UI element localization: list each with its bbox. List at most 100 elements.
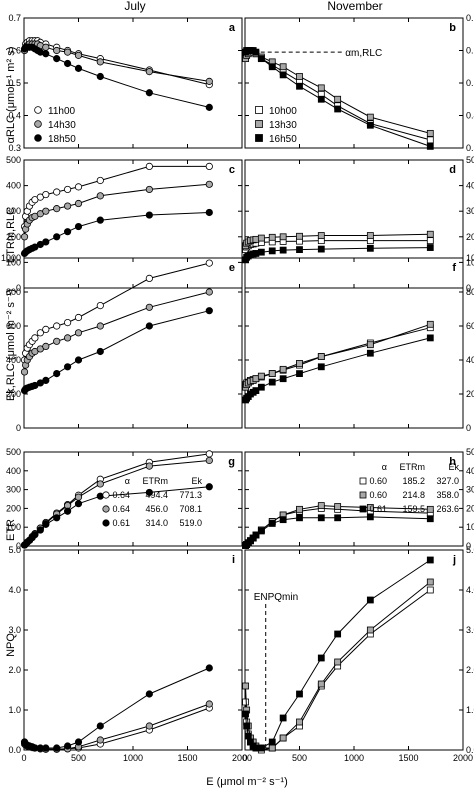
table-header: ETRm (143, 476, 169, 486)
column-title-november: November (327, 0, 382, 13)
table-marker (359, 477, 367, 485)
data-point (334, 105, 342, 113)
data-point (53, 744, 61, 752)
data-point (205, 450, 213, 458)
data-point (317, 680, 325, 688)
x-tick-label: 0 (21, 753, 26, 763)
y-tick-label: 600 (6, 321, 21, 331)
legend: 10h00 13h30 16h50 (255, 106, 297, 145)
table-value: 159.5 (402, 504, 425, 514)
y-tick-label: 0 (466, 541, 471, 551)
x-tick-label: 1500 (398, 753, 418, 763)
table-value: 0.61 (369, 504, 387, 514)
data-point (334, 630, 342, 638)
data-point (296, 82, 303, 90)
data-point (366, 596, 374, 604)
data-point (317, 232, 325, 239)
data-point (243, 722, 251, 730)
table-marker (102, 491, 110, 499)
data-point (42, 50, 50, 58)
data-point (242, 710, 249, 718)
panel-b: b 0.3 0.4 0.5 0.6 0.7 10h00 13h30 16h50 αm,RLC (242, 13, 474, 153)
table-value: 0.61 (112, 518, 130, 528)
data-point (36, 526, 44, 534)
data-point (426, 515, 434, 523)
panel-g: g 0 100 200 300 400 500 α ETRm Ek 0.64 494.4 771.3 0.… (6, 447, 243, 551)
series-11h00 (20, 162, 213, 231)
series-16h50 (242, 47, 434, 150)
parameter-table: α ETRm Ek 0.60 185.2 327.0 0.60 214.8 358.0 0.61 1… (359, 462, 459, 514)
data-point (205, 483, 213, 491)
series-11h00 (20, 704, 213, 753)
table-value: 0.60 (369, 490, 387, 500)
data-point (426, 334, 434, 342)
data-point (296, 73, 303, 80)
series-18h50 (20, 664, 213, 752)
data-point (366, 626, 374, 634)
data-point (366, 349, 374, 357)
data-point (145, 462, 153, 470)
data-point (145, 185, 153, 194)
data-point (42, 207, 50, 215)
y-tick-label: 100 (466, 257, 474, 267)
data-point (366, 504, 374, 511)
y-tick-label: 0.4 (8, 111, 21, 121)
y-tick-label: 1.0 (466, 705, 474, 715)
panel-letter: d (449, 164, 456, 176)
y-tick-label: 0.6 (8, 46, 21, 56)
data-point (53, 337, 61, 345)
table-value: 519.0 (179, 518, 202, 528)
legend-label: 10h00 (269, 106, 297, 117)
y-tick-label: 400 (6, 181, 21, 191)
data-point (145, 274, 153, 282)
series-16h50 (242, 334, 434, 404)
data-point (257, 234, 265, 242)
panel-j: j 0.0 1.0 2.0 3.0 4.0 5.0 0 500 1000 1500 2000 ENPQm… (242, 545, 474, 763)
y-tick-label: 300 (6, 485, 21, 495)
y-tick-label: 800 (466, 287, 474, 297)
table-value: 314.0 (145, 518, 168, 528)
y-tick-label: 500 (6, 447, 21, 457)
data-point (42, 43, 50, 51)
series-line (24, 703, 210, 750)
y-tick-label: 0 (466, 423, 471, 433)
y-tick-label: 1000 (466, 253, 474, 263)
data-point (205, 456, 213, 465)
y-axis-label-etr: ETR (5, 519, 17, 541)
data-point (317, 353, 325, 361)
data-point (268, 370, 276, 378)
table-header: ETRm (400, 462, 426, 472)
y-tick-label: 200 (6, 389, 21, 399)
data-point (64, 228, 72, 236)
y-tick-label: 3.0 (8, 625, 21, 635)
panel-d: d 0 100 200 300 400 500 (242, 155, 474, 293)
data-point (366, 113, 374, 121)
data-point (205, 162, 213, 170)
data-point (268, 520, 276, 527)
x-axis-label: E (μmol m⁻² s⁻¹) (206, 776, 288, 788)
y-tick-label: 4.0 (8, 585, 21, 595)
data-point (317, 502, 325, 509)
data-point (53, 369, 61, 378)
panel-frame (23, 451, 243, 547)
series-14h30 (20, 288, 213, 376)
series-line (24, 165, 210, 227)
data-point (53, 205, 61, 213)
panel-letter: j (452, 554, 456, 566)
y-tick-label: 200 (6, 232, 21, 242)
y-tick-label: 0 (16, 541, 21, 551)
series-14h30 (20, 700, 213, 753)
series-line (24, 667, 210, 749)
data-point (257, 372, 265, 380)
series-16h50 (242, 556, 434, 752)
parameter-table: α ETRm Ek 0.64 494.4 771.3 0.64 456.0 708.1 0.61 3… (102, 476, 202, 528)
data-point (145, 211, 153, 219)
data-point (145, 68, 153, 76)
table-value: 0.64 (112, 504, 130, 514)
data-point (64, 48, 72, 56)
table-value: 263.6 (436, 504, 459, 514)
data-point (74, 199, 83, 208)
data-point (279, 365, 287, 373)
y-tick-label: 0.0 (466, 745, 474, 755)
data-point (279, 734, 287, 742)
